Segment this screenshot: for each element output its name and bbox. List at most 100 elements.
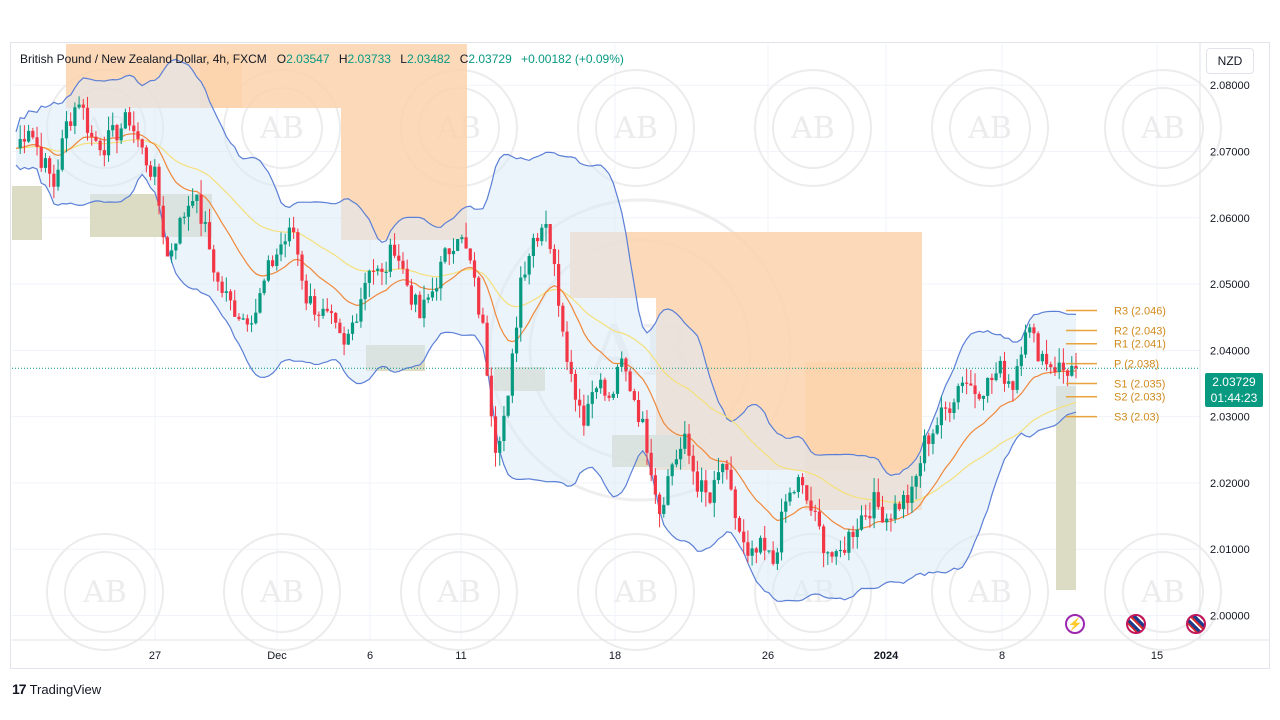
- candle-body: [132, 125, 136, 132]
- candle-body: [712, 480, 716, 503]
- watermark-ring: [400, 533, 518, 651]
- candle-body: [502, 415, 506, 441]
- candle-body: [153, 166, 157, 177]
- candle-body: [456, 239, 460, 251]
- brand-name: TradingView: [29, 681, 102, 697]
- candle-body: [649, 452, 653, 476]
- watermark-ring: [577, 533, 695, 651]
- candle-body: [573, 373, 578, 400]
- y-tick-label: 2.06000: [1210, 213, 1250, 225]
- candle-body: [220, 281, 224, 293]
- candle-body: [914, 476, 918, 487]
- candle-body: [275, 254, 279, 267]
- candle-body: [144, 147, 148, 166]
- candle-body: [1065, 370, 1070, 376]
- candle-body: [565, 331, 569, 362]
- candle-body: [1036, 333, 1040, 362]
- candle-body: [674, 459, 678, 465]
- y-tick-label: 2.05000: [1210, 279, 1250, 291]
- candle-body: [481, 314, 485, 323]
- candle-body: [742, 531, 746, 543]
- candle-body: [401, 260, 405, 269]
- uk-flag-event-icon[interactable]: [1126, 614, 1146, 634]
- candle-body: [876, 492, 880, 507]
- pivot-label-r3: R3 (2.046): [1114, 306, 1166, 318]
- y-tick-label: 2.01000: [1210, 544, 1250, 556]
- candle-body: [270, 260, 275, 267]
- candle-body: [973, 385, 977, 395]
- y-tick-label: 2.07000: [1210, 146, 1250, 158]
- candle-body: [506, 395, 510, 416]
- candle-body: [868, 515, 872, 519]
- candle-body: [287, 227, 292, 242]
- watermark-text: AB: [967, 575, 1012, 610]
- candle-body: [977, 394, 981, 399]
- candle-body: [1032, 327, 1036, 334]
- candle-body: [1028, 327, 1032, 333]
- tradingview-brand[interactable]: 17 TradingView: [12, 681, 101, 697]
- watermark-ring: [931, 533, 1049, 651]
- candle-body: [653, 475, 657, 495]
- candle-body: [338, 322, 342, 334]
- demand-zone: [1056, 386, 1076, 590]
- candle-body: [944, 407, 948, 409]
- candle-body: [603, 379, 607, 396]
- currency-button[interactable]: NZD: [1206, 48, 1254, 74]
- candle-body: [510, 353, 514, 396]
- candle-body: [405, 268, 409, 286]
- candle-body: [897, 503, 901, 509]
- candle-body: [767, 550, 771, 552]
- candle-body: [628, 371, 632, 392]
- candle-body: [18, 139, 22, 149]
- x-tick-label: 15: [1151, 650, 1163, 662]
- watermark-text: AB: [436, 575, 481, 610]
- candle-body: [493, 416, 498, 453]
- candle-body: [212, 249, 216, 273]
- candle-body: [805, 485, 809, 501]
- candle-body: [472, 260, 477, 278]
- candle-body: [367, 270, 371, 283]
- candle-body: [939, 407, 943, 426]
- candle-body: [838, 549, 843, 552]
- watermark-text: AB: [790, 111, 835, 146]
- candle-body: [792, 492, 796, 494]
- candle-body: [607, 395, 611, 398]
- symbol-title[interactable]: British Pound / New Zealand Dollar, 4h, …: [20, 52, 267, 66]
- candle-body: [817, 511, 822, 527]
- open-value: 2.03547: [286, 52, 330, 66]
- candle-body: [784, 501, 788, 512]
- candle-body: [721, 463, 725, 473]
- candle-body: [64, 121, 69, 139]
- candle-body: [611, 393, 615, 398]
- candle-body: [599, 379, 603, 389]
- watermark-text: AB: [259, 575, 304, 610]
- candle-body: [809, 500, 813, 511]
- lightning-event-icon[interactable]: ⚡: [1065, 614, 1085, 634]
- candle-body: [729, 469, 733, 490]
- candle-body: [161, 205, 165, 238]
- candle-body: [779, 511, 784, 553]
- candle-body: [1002, 360, 1007, 384]
- candle-body: [948, 408, 952, 413]
- candle-body: [851, 531, 855, 537]
- candle-body: [258, 293, 262, 313]
- uk-flag-event-icon-2[interactable]: [1186, 614, 1206, 634]
- candle-body: [102, 150, 106, 156]
- candle-body: [670, 464, 674, 477]
- candle-body: [965, 382, 969, 384]
- candle-body: [683, 433, 687, 449]
- candle-body: [763, 537, 767, 551]
- watermark-ring: [418, 551, 500, 633]
- candle-body: [313, 296, 317, 315]
- candle-body: [998, 360, 1002, 374]
- candle-body: [397, 255, 401, 261]
- candle-body: [237, 316, 241, 320]
- bollinger-lower: [15, 164, 1077, 602]
- watermark-ring: [949, 551, 1031, 633]
- candle-body: [207, 222, 212, 250]
- candle-body: [1015, 366, 1019, 390]
- candle-body: [266, 260, 270, 281]
- watermark-text: AB: [1140, 575, 1185, 610]
- candle-body: [464, 237, 468, 249]
